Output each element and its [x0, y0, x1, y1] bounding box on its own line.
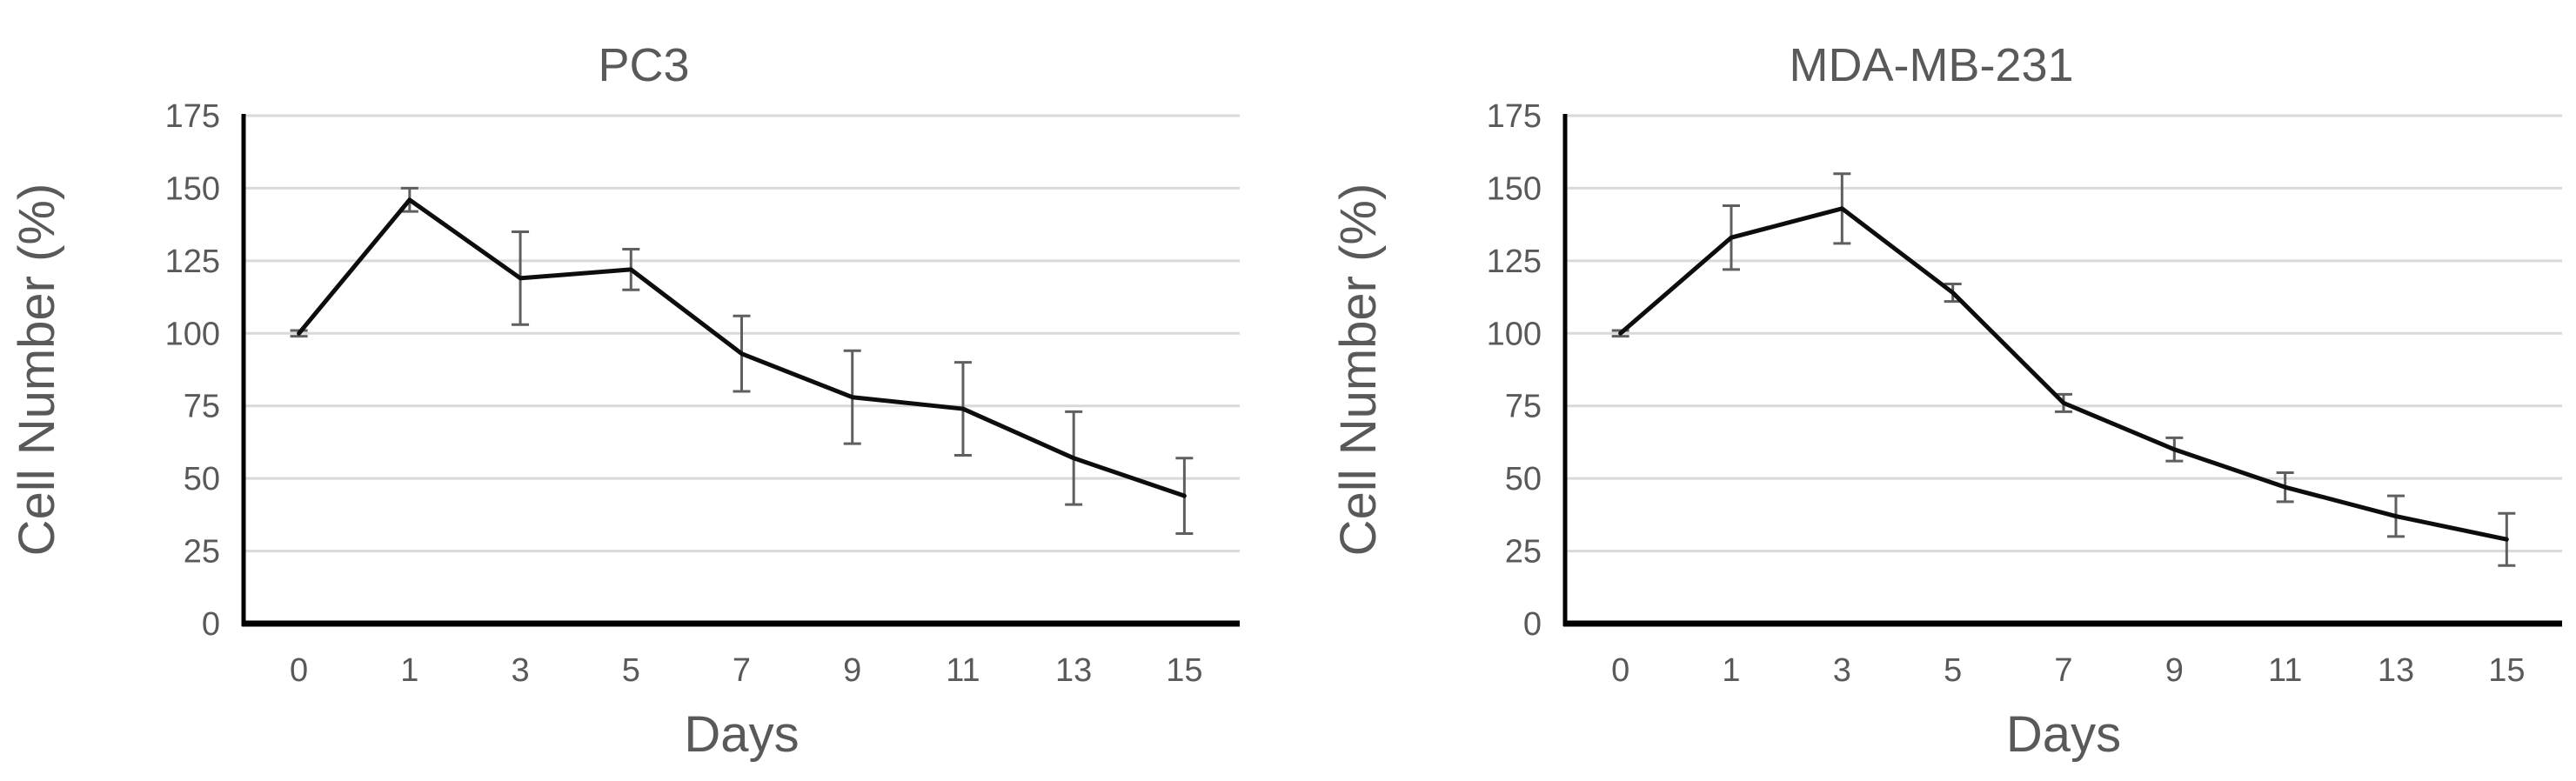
y-tick-label: 150 [165, 170, 220, 207]
x-tick-label: 13 [2378, 652, 2414, 689]
y-tick-label: 25 [1505, 534, 1542, 571]
y-tick-label: 150 [1487, 170, 1542, 207]
x-tick-label: 11 [2268, 652, 2302, 689]
x-tick-label: 13 [1055, 652, 1092, 689]
y-tick-label: 50 [184, 461, 220, 497]
y-tick-label: 125 [1487, 244, 1542, 280]
y-tick-label: 75 [1505, 389, 1542, 425]
y-tick-label: 100 [1487, 316, 1542, 352]
y-tick-label: 125 [165, 244, 220, 280]
x-tick-label: 0 [290, 652, 308, 689]
x-tick-label: 11 [946, 652, 980, 689]
chart-title: MDA-MB-231 [1789, 39, 2073, 91]
x-tick-label: 1 [400, 652, 418, 689]
x-tick-label: 5 [622, 652, 640, 689]
x-axis-label: Days [2006, 706, 2121, 763]
y-tick-label: 75 [184, 389, 220, 425]
x-tick-label: 5 [1944, 652, 1962, 689]
x-tick-label: 3 [511, 652, 529, 689]
chart-pc3: 0 25 50 75 100 125 150 175 0 1 3 5 7 9 11 13 15 PC3 Days Ce… [9, 39, 1240, 763]
x-tick-label: 9 [2165, 652, 2184, 689]
y-tick-label: 100 [165, 316, 220, 352]
x-tick-label: 0 [1611, 652, 1629, 689]
x-axis-label: Days [684, 706, 799, 763]
series-line-pc3 [297, 197, 1187, 498]
x-tick-label: 1 [1722, 652, 1740, 689]
x-tick-label: 15 [2488, 652, 2525, 689]
x-tick-label: 9 [843, 652, 861, 689]
y-tick-label: 175 [1487, 98, 1542, 135]
x-tick-label: 15 [1166, 652, 1202, 689]
x-tick-label: 7 [2054, 652, 2072, 689]
y-axis-label: Cell Number (%) [9, 184, 65, 557]
y-axis-label: Cell Number (%) [1330, 184, 1387, 557]
series-line-mda-mb-231 [1618, 206, 2509, 542]
x-tick-label: 3 [1833, 652, 1851, 689]
y-tick-label: 175 [165, 98, 220, 135]
x-tick-label: 7 [733, 652, 751, 689]
y-tick-label: 0 [1523, 606, 1542, 643]
y-tick-label: 0 [202, 606, 220, 643]
y-tick-label: 50 [1505, 461, 1542, 497]
chart-mda-mb-231: 0 25 50 75 100 125 150 175 0 1 3 5 7 9 11 13 15 MDA-MB-23… [1288, 0, 2576, 781]
y-tick-label: 25 [184, 534, 220, 571]
chart-title: PC3 [598, 39, 689, 91]
